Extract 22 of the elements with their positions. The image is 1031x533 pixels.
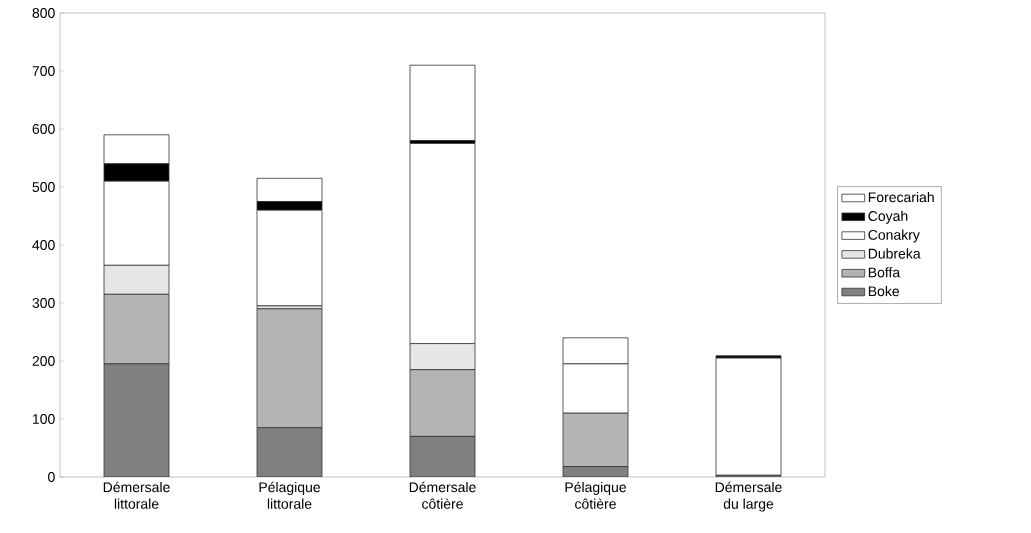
x-tick-label: Pélagique littorale	[259, 481, 320, 509]
bar	[715, 357, 782, 476]
x-tick-label: Pélagique côtière	[565, 481, 626, 509]
bar	[409, 64, 476, 141]
y-tick-label: 800	[32, 8, 55, 18]
legend-label: Boke	[868, 285, 900, 297]
x-tick-label: Démersale côtière	[409, 481, 476, 509]
y-tick-label: 300	[32, 298, 55, 308]
legend-label: Forecariah	[868, 191, 934, 203]
y-tick-label: 0	[48, 472, 55, 482]
y-tick-label: 600	[32, 124, 55, 134]
x-tick-label: Démersale du large	[715, 481, 782, 512]
legend-label: Boffa	[868, 267, 901, 278]
legend-label: Conakry	[868, 229, 920, 243]
y-tick-label: 100	[33, 414, 55, 424]
y-tick-label: 200	[32, 356, 55, 366]
y-tick-label: 400	[32, 240, 55, 250]
y-tick-label: 500	[32, 182, 55, 192]
legend-label: Coyah	[868, 210, 908, 224]
legend-label: Dubreka	[868, 248, 921, 259]
y-tick-label: 700	[32, 66, 55, 76]
x-tick-label: Démersale littorale	[103, 481, 170, 509]
